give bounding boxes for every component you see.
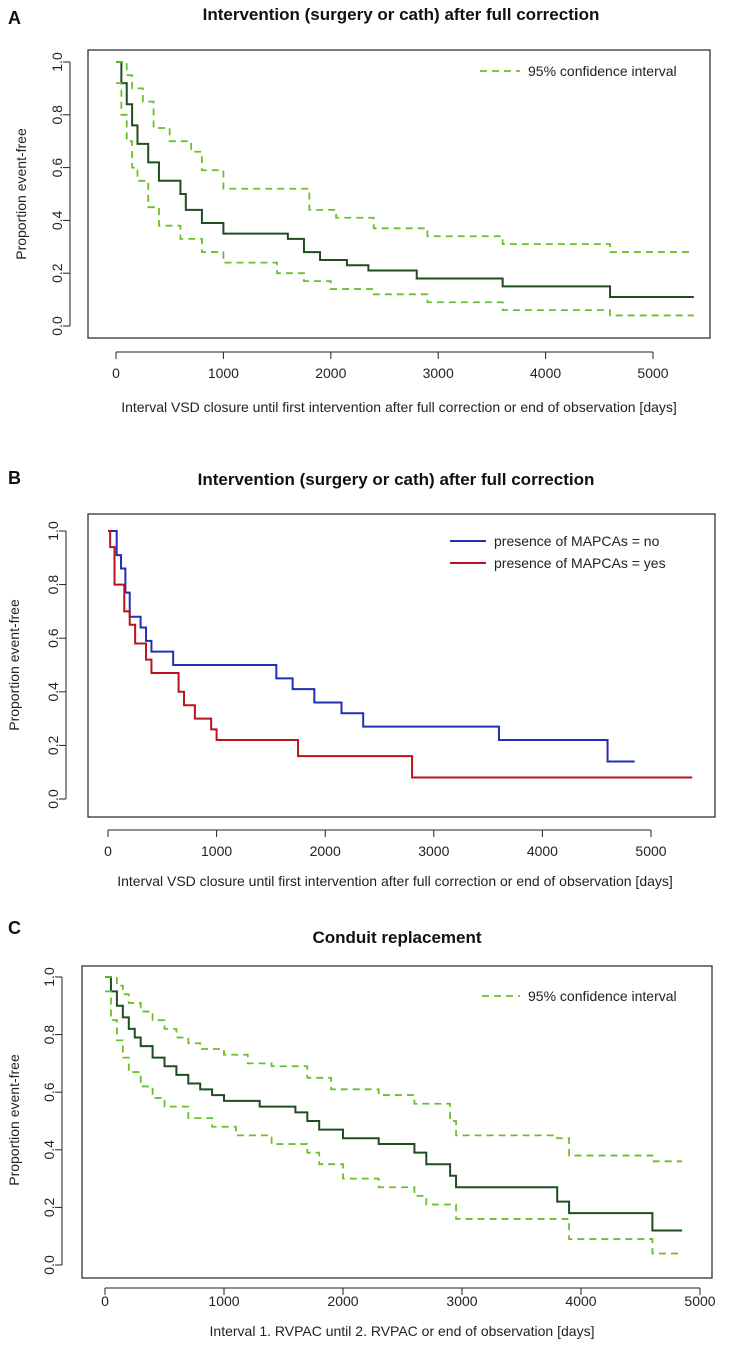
x-tick-label: 0 <box>112 365 120 381</box>
series-line-presence-of-mapcas-no <box>108 530 635 763</box>
plot-frame-b <box>87 513 716 818</box>
legend-label: 95% confidence interval <box>528 63 677 79</box>
x-tick-label: 0 <box>101 1293 109 1309</box>
y-tick-label: 0.0 <box>41 1255 57 1275</box>
panel-letter-b: B <box>8 468 21 488</box>
series-line-survival-estimate <box>105 976 683 1232</box>
panel-b: B Intervention (surgery or cath) after f… <box>6 468 716 889</box>
series-line-95-ci-upper <box>105 976 683 1163</box>
x-tick-label: 1000 <box>201 843 232 859</box>
x-tick-label: 5000 <box>637 365 668 381</box>
y-tick-label: 0.0 <box>45 789 61 809</box>
x-tick-label: 5000 <box>684 1293 715 1309</box>
legend-a: 95% confidence interval <box>480 63 677 79</box>
y-tick-label: 0.0 <box>49 316 65 336</box>
plot-frame-c <box>81 965 713 1279</box>
x-tick-label: 2000 <box>327 1293 358 1309</box>
plot-frame-a <box>87 49 711 339</box>
series-line-95-ci-lower <box>105 990 683 1255</box>
y-axis-label-b: Proportion event-free <box>6 599 22 731</box>
x-tick-label: 4000 <box>565 1293 596 1309</box>
legend-label: presence of MAPCAs = no <box>494 533 660 549</box>
y-tick-label: 0.6 <box>41 1082 57 1102</box>
x-tick-label: 2000 <box>310 843 341 859</box>
y-axis-label-c: Proportion event-free <box>6 1054 22 1186</box>
x-tick-label: 1000 <box>208 1293 239 1309</box>
plot-marks-a: 0 1000 2000 3000 4000 5000 0.0 0.2 0.4 0.6 0.8 1.0 <box>49 52 694 381</box>
y-tick-label: 0.6 <box>49 158 65 178</box>
y-tick-label: 0.6 <box>45 628 61 648</box>
panel-a: A Intervention (surgery or cath) after f… <box>8 5 711 415</box>
y-tick-label: 0.8 <box>49 105 65 125</box>
x-tick-label: 3000 <box>423 365 454 381</box>
x-tick-label: 4000 <box>530 365 561 381</box>
y-tick-label: 0.4 <box>49 210 65 230</box>
x-axis-label-a: Interval VSD closure until first interve… <box>121 399 677 415</box>
y-tick-label: 0.2 <box>45 735 61 755</box>
y-tick-label: 0.4 <box>45 682 61 702</box>
x-tick-label: 1000 <box>208 365 239 381</box>
x-tick-label: 3000 <box>446 1293 477 1309</box>
chart-title-a: Intervention (surgery or cath) after ful… <box>203 5 600 24</box>
panel-letter-c: C <box>8 918 21 938</box>
legend-label: presence of MAPCAs = yes <box>494 555 666 571</box>
y-tick-label: 1.0 <box>41 967 57 987</box>
x-tick-label: 4000 <box>527 843 558 859</box>
y-tick-label: 1.0 <box>45 521 61 541</box>
chart-title-b: Intervention (surgery or cath) after ful… <box>198 470 595 489</box>
y-tick-label: 0.4 <box>41 1140 57 1160</box>
y-tick-label: 0.2 <box>49 263 65 283</box>
panel-c: C Conduit replacement Proportion event-f… <box>6 918 716 1339</box>
series-line-95-ci-lower <box>116 82 694 317</box>
chart-title-c: Conduit replacement <box>312 928 481 947</box>
x-tick-label: 0 <box>104 843 112 859</box>
y-axis-label-a: Proportion event-free <box>13 128 29 260</box>
series-line-95-ci-upper <box>116 61 694 253</box>
plot-marks-c: 0 1000 2000 3000 4000 5000 0.0 0.2 0.4 0.6 0.8 1.0 <box>41 967 716 1309</box>
y-tick-label: 1.0 <box>49 52 65 72</box>
x-tick-label: 2000 <box>315 365 346 381</box>
legend-c: 95% confidence interval <box>482 988 677 1004</box>
plot-marks-b: 0 1000 2000 3000 4000 5000 0.0 0.2 0.4 0.6 0.8 1.0 <box>45 521 693 859</box>
legend-b: presence of MAPCAs = no presence of MAPCA… <box>450 533 666 571</box>
y-tick-label: 0.8 <box>41 1025 57 1045</box>
y-tick-label: 0.8 <box>45 575 61 595</box>
x-tick-label: 3000 <box>418 843 449 859</box>
panel-letter-a: A <box>8 8 21 28</box>
x-axis-label-c: Interval 1. RVPAC until 2. RVPAC or end … <box>210 1323 595 1339</box>
series-line-survival-estimate <box>116 61 694 298</box>
x-axis-label-b: Interval VSD closure until first interve… <box>117 873 673 889</box>
series-line-presence-of-mapcas-yes <box>108 530 693 779</box>
x-tick-label: 5000 <box>635 843 666 859</box>
y-tick-label: 0.2 <box>41 1197 57 1217</box>
legend-label: 95% confidence interval <box>528 988 677 1004</box>
